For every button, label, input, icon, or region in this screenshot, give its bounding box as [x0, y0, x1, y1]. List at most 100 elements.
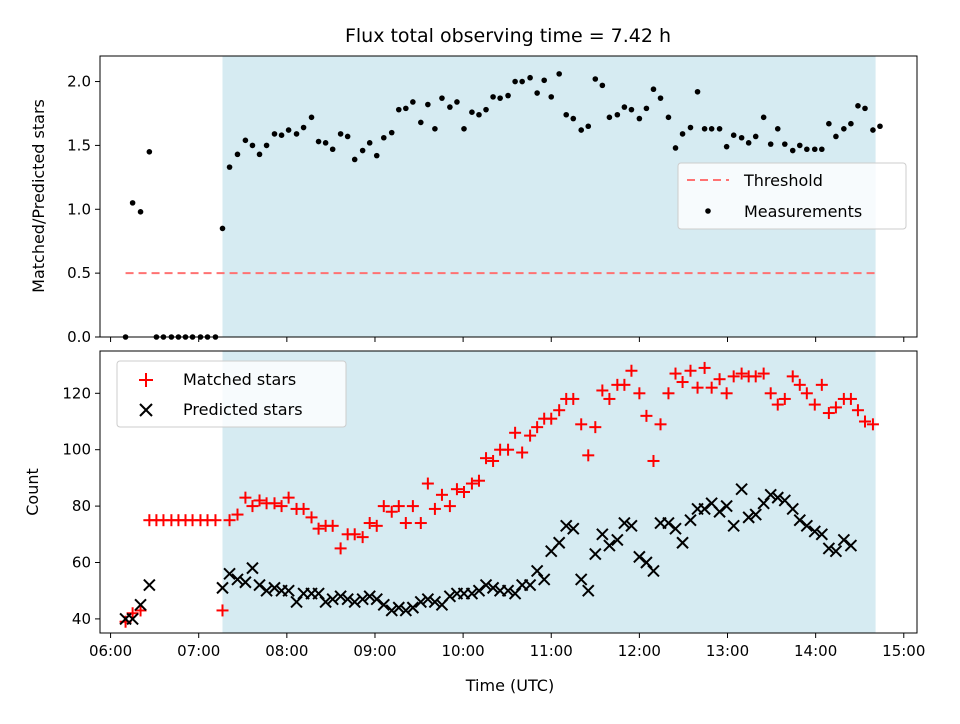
- bottom-panel: 40 60 80 100 120 06:00 07:00 08:00 09:00 10:00 11…: [23, 350, 925, 695]
- predicted-star-marker: [341, 592, 354, 606]
- predicted-star-marker: [143, 578, 156, 592]
- matched-star-marker: [428, 502, 441, 515]
- predicted-star-marker: [625, 519, 638, 533]
- measurement-point: [833, 133, 839, 140]
- measurement-point: [578, 127, 585, 133]
- matched-star-marker: [223, 514, 236, 527]
- matched-star-marker: [435, 488, 448, 501]
- matched-star-marker: [472, 474, 485, 487]
- matched-star-marker: [414, 517, 427, 530]
- predicted-star-marker: [282, 584, 295, 597]
- bottom-y-tick-label: 80: [72, 497, 91, 515]
- measurement-point: [826, 120, 832, 127]
- matched-star-marker: [385, 505, 398, 518]
- matched-star-marker: [793, 378, 806, 391]
- matched-star-marker: [406, 500, 419, 513]
- matched-stars-markers: [119, 361, 879, 628]
- top-y-tick-label: 0.5: [67, 264, 91, 282]
- measurement-point: [315, 138, 322, 145]
- measurement-point: [781, 141, 788, 147]
- matched-star-marker: [625, 364, 638, 377]
- measurement-point: [256, 151, 263, 158]
- measurement-point: [862, 105, 868, 112]
- predicted-star-marker: [560, 519, 573, 533]
- matched-star-marker: [596, 384, 609, 397]
- matched-star-marker: [399, 517, 412, 530]
- measurement-point: [796, 142, 803, 149]
- matched-star-marker: [348, 528, 361, 541]
- legend-matched-swatch: [139, 373, 153, 387]
- measurement-point: [476, 111, 482, 118]
- matched-star-marker: [822, 407, 835, 420]
- x-tick-label: 15:00: [882, 642, 925, 660]
- predicted-star-marker: [596, 528, 609, 541]
- matched-star-marker: [698, 361, 711, 374]
- predicted-star-marker: [800, 519, 814, 533]
- matched-star-marker: [647, 454, 660, 467]
- matched-star-marker: [282, 491, 295, 504]
- measurement-point: [716, 126, 723, 132]
- matched-star-marker: [575, 418, 588, 431]
- measurement-point: [606, 114, 613, 121]
- x-tick-label: 07:00: [177, 642, 220, 660]
- predicted-star-marker: [319, 595, 332, 609]
- top-y-tick-label: 1.0: [67, 200, 91, 218]
- x-tick-label: 11:00: [530, 642, 573, 660]
- bottom-axes-frame: [99, 350, 918, 634]
- x-tick-label: 14:00: [794, 642, 837, 660]
- measurement-point: [527, 74, 533, 81]
- measurement-point: [432, 126, 438, 132]
- matched-star-marker: [771, 398, 784, 411]
- matched-star-marker: [705, 381, 718, 394]
- matched-star-marker: [713, 373, 726, 386]
- matched-star-marker: [684, 364, 697, 377]
- matched-star-marker: [531, 421, 544, 434]
- measurement-point: [271, 131, 278, 137]
- x-tick-label: 10:00: [441, 642, 484, 660]
- matched-star-marker: [553, 404, 566, 417]
- matched-star-marker: [253, 494, 266, 507]
- measurement-point: [636, 115, 643, 122]
- matched-star-marker: [465, 477, 478, 490]
- measurement-point: [848, 120, 854, 127]
- matched-star-marker: [735, 367, 748, 380]
- predicted-star-marker: [126, 612, 139, 626]
- measurement-point: [556, 71, 562, 77]
- matched-star-marker: [691, 381, 704, 394]
- predicted-star-marker: [575, 573, 588, 586]
- matched-star-marker: [305, 511, 318, 524]
- top-y-ticks: 0.0 0.5 1.0 1.5 2.0: [67, 73, 100, 346]
- measurement-point: [819, 146, 825, 153]
- matched-star-marker: [669, 367, 682, 380]
- predicted-star-marker: [727, 519, 740, 533]
- x-axis-label: Time (UTC): [465, 676, 554, 695]
- measurement-point: [380, 134, 387, 141]
- measurement-point: [249, 142, 256, 149]
- bottom-y-axis-label: Count: [23, 468, 42, 516]
- predicted-star-marker: [363, 590, 376, 603]
- measurement-point: [519, 78, 525, 85]
- predicted-star-marker: [421, 592, 435, 606]
- predicted-star-marker: [486, 581, 500, 595]
- measurement-point: [137, 209, 144, 215]
- matched-star-marker: [312, 522, 325, 535]
- predicted-star-marker: [771, 491, 784, 504]
- measurement-point: [541, 77, 547, 84]
- measurement-point: [366, 140, 373, 146]
- measurement-point: [403, 105, 409, 112]
- matched-star-marker: [808, 398, 821, 411]
- measurement-point: [679, 131, 686, 137]
- matched-star-marker: [487, 454, 500, 467]
- measurement-point: [425, 101, 431, 108]
- measurement-point: [730, 132, 737, 138]
- matched-star-marker: [859, 415, 872, 428]
- predicted-star-marker: [647, 564, 660, 578]
- measurement-point: [570, 115, 577, 122]
- top-y-tick-label: 2.0: [67, 73, 91, 91]
- predicted-star-marker: [465, 587, 479, 600]
- measurement-point: [418, 119, 424, 126]
- predicted-star-marker: [786, 502, 799, 516]
- top-x-ticks: [110, 337, 905, 342]
- measurement-point: [483, 106, 489, 113]
